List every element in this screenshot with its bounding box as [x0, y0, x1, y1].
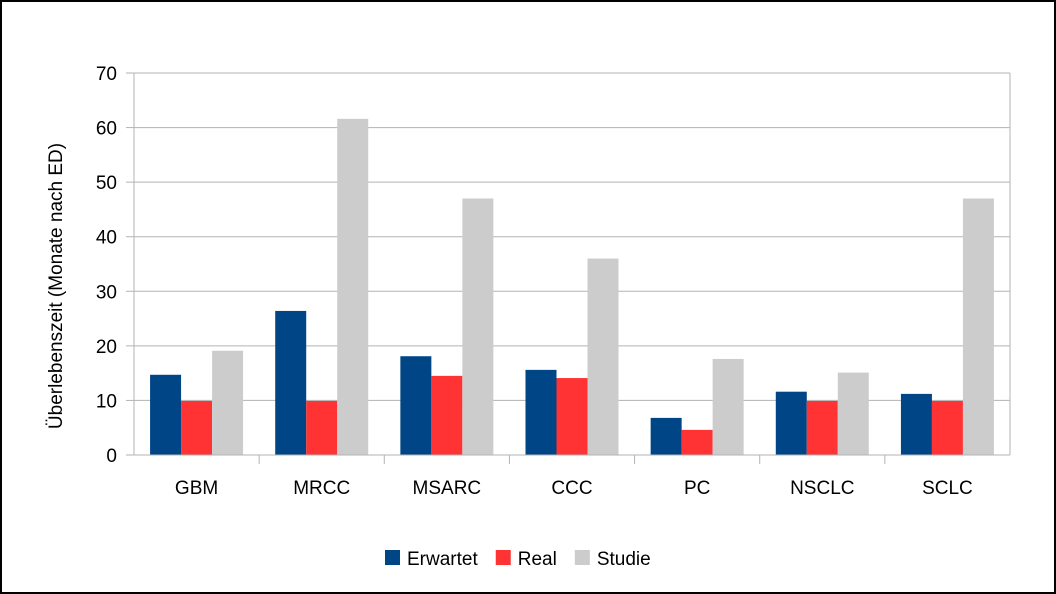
y-tick-label: 60	[96, 119, 117, 140]
x-tick-label: MRCC	[293, 478, 350, 499]
bar-studie-ccc	[587, 258, 619, 455]
bar-real-pc	[681, 429, 713, 455]
bar-real-sclc	[931, 400, 963, 455]
bar-real-nsclc	[806, 400, 838, 455]
bar-studie-msarc	[462, 198, 494, 455]
bar-real-gbm	[181, 400, 213, 455]
y-tick-label: 30	[96, 282, 117, 303]
bar-studie-sclc	[962, 198, 994, 455]
bar-studie-nsclc	[837, 372, 869, 455]
y-axis-tick-labels: 0 10 20 30 40 50 60 70	[96, 64, 117, 467]
y-tick-label: 70	[96, 64, 117, 85]
bar-studie-mrcc	[337, 118, 369, 455]
bar-erwartet-ccc	[525, 369, 557, 455]
x-tick-label: NSCLC	[790, 478, 854, 499]
y-tick-label: 40	[96, 228, 117, 249]
y-tick-label: 0	[106, 446, 117, 467]
bar-real-msarc	[431, 375, 463, 455]
legend-swatch-erwartet	[385, 550, 400, 565]
bar-real-ccc	[556, 378, 588, 455]
x-tick-label: GBM	[175, 478, 218, 499]
bar-erwartet-msarc	[400, 356, 432, 455]
axes	[133, 73, 1011, 464]
x-tick-label: PC	[684, 478, 710, 499]
y-axis-label: Überlebenszeit (Monate nach ED)	[46, 143, 67, 429]
y-tick-label: 20	[96, 337, 117, 358]
y-tick-label: 50	[96, 173, 117, 194]
bar-erwartet-sclc	[900, 393, 932, 455]
bars	[150, 118, 994, 455]
bar-erwartet-gbm	[150, 374, 182, 455]
legend: Erwartet Real Studie	[385, 549, 651, 570]
x-axis-tick-labels: GBM MRCC MSARC CCC PC NSCLC SCLC	[175, 478, 973, 499]
bar-studie-gbm	[212, 350, 244, 455]
legend-label-erwartet: Erwartet	[407, 549, 478, 570]
legend-swatch-real	[495, 550, 511, 565]
y-tick-label: 10	[96, 391, 117, 412]
legend-swatch-studie	[574, 550, 590, 565]
legend-label-real: Real	[518, 549, 557, 570]
x-tick-label: CCC	[551, 478, 592, 499]
x-tick-label: SCLC	[922, 478, 973, 499]
x-tick-label: MSARC	[413, 478, 482, 499]
bar-real-mrcc	[306, 400, 338, 455]
bar-erwartet-pc	[650, 417, 682, 455]
legend-label-studie: Studie	[597, 549, 651, 570]
bar-erwartet-nsclc	[775, 391, 807, 455]
bar-erwartet-mrcc	[275, 310, 307, 455]
bar-studie-pc	[712, 358, 744, 455]
